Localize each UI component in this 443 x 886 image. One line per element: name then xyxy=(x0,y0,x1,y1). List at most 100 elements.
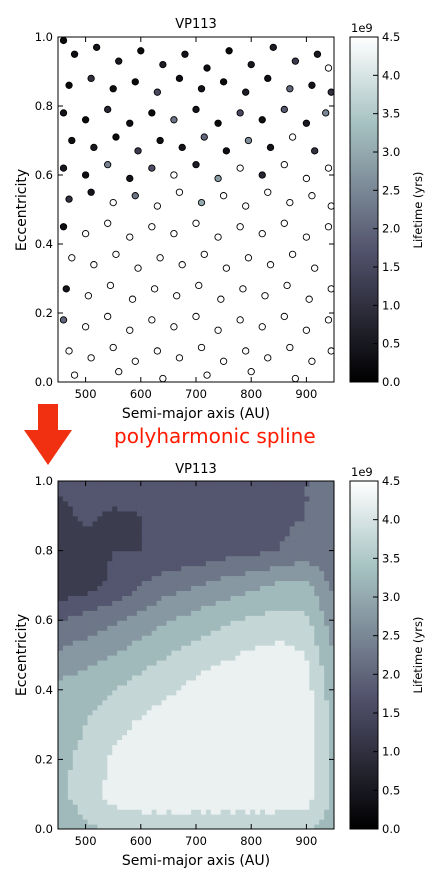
contour-cell xyxy=(269,510,276,517)
contour-cell xyxy=(186,804,192,810)
contour-cell xyxy=(240,779,246,785)
contour-cell xyxy=(156,689,163,696)
contour-cell xyxy=(131,585,138,591)
contour-cell xyxy=(181,550,187,557)
contour-cell xyxy=(314,585,320,591)
contour-cell xyxy=(112,600,118,606)
contour-cell xyxy=(215,555,222,562)
contour-cell xyxy=(235,560,241,567)
contour-cell xyxy=(260,664,266,671)
contour-cell xyxy=(181,640,187,646)
contour-cell xyxy=(176,505,182,512)
contour-cell xyxy=(77,734,84,741)
contour-cell xyxy=(196,819,202,825)
contour-cell xyxy=(299,525,306,532)
contour-cell xyxy=(284,799,291,805)
contour-cell xyxy=(235,580,241,586)
contour-cell xyxy=(289,565,296,572)
contour-cell xyxy=(102,719,108,726)
contour-cell xyxy=(235,704,241,711)
contour-cell xyxy=(215,615,222,621)
contour-cell xyxy=(87,684,94,691)
contour-cell xyxy=(131,659,138,666)
contour-cell xyxy=(58,655,64,661)
contour-cell xyxy=(215,570,222,577)
scatter-point xyxy=(112,250,120,259)
contour-cell xyxy=(274,759,281,765)
contour-cell xyxy=(77,575,84,582)
contour-cell xyxy=(225,540,232,547)
contour-cell xyxy=(260,580,266,586)
scatter-point xyxy=(109,198,117,207)
contour-cell xyxy=(77,749,84,756)
contour-cell xyxy=(161,784,168,790)
scatter-point xyxy=(104,105,112,114)
contour-cell xyxy=(309,704,315,711)
contour-cell xyxy=(309,824,315,829)
contour-cell xyxy=(122,804,128,810)
contour-cell xyxy=(215,704,222,711)
contour-cell xyxy=(112,525,118,532)
contour-cell xyxy=(230,560,237,567)
contour-cell xyxy=(186,655,192,661)
contour-cell xyxy=(225,615,232,621)
contour-cell xyxy=(329,505,334,512)
contour-cell xyxy=(225,590,232,596)
scatter-point xyxy=(126,119,134,127)
contour-cell xyxy=(186,719,192,726)
contour-cell xyxy=(230,550,237,557)
contour-cell xyxy=(329,784,334,790)
contour-cell xyxy=(176,689,182,696)
scatter-point xyxy=(200,250,208,259)
contour-cell xyxy=(122,500,128,507)
contour-cell xyxy=(131,481,138,487)
contour-cell xyxy=(72,545,79,552)
contour-cell xyxy=(112,635,118,641)
contour-cell xyxy=(289,774,296,780)
contour-cell xyxy=(97,734,103,741)
contour-cell xyxy=(255,575,261,582)
contour-cell xyxy=(117,809,123,815)
contour-cell xyxy=(319,764,325,770)
contour-cell xyxy=(284,635,291,641)
contour-cell xyxy=(309,650,315,656)
contour-cell xyxy=(314,615,320,621)
contour-cell xyxy=(245,759,251,765)
contour-cell xyxy=(131,505,138,512)
contour-cell xyxy=(191,590,197,596)
contour-cell xyxy=(176,615,182,621)
contour-cell xyxy=(220,635,227,641)
contour-cell xyxy=(205,689,212,696)
contour-cell xyxy=(97,764,103,770)
contour-cell xyxy=(82,744,89,751)
contour-cell xyxy=(196,769,202,775)
contour-cell xyxy=(112,694,118,701)
contour-cell xyxy=(220,749,227,756)
contour-cell xyxy=(200,515,207,522)
contour-cell xyxy=(215,724,222,731)
scatter-point xyxy=(311,147,319,155)
contour-cell xyxy=(215,774,222,780)
contour-cell xyxy=(191,490,197,497)
contour-cell xyxy=(72,565,79,572)
contour-cell xyxy=(77,754,84,760)
colorbar-tick-label: 2.0 xyxy=(382,667,400,681)
contour-cell xyxy=(67,734,74,741)
contour-cell xyxy=(171,729,177,736)
contour-cell xyxy=(161,615,168,621)
contour-cell xyxy=(136,575,143,582)
contour-cell xyxy=(176,580,182,586)
scatter-point xyxy=(112,133,120,141)
contour-cell xyxy=(309,600,315,606)
contour-cell xyxy=(122,645,128,651)
contour-cell xyxy=(171,779,177,785)
contour-cell xyxy=(319,769,325,775)
contour-cell xyxy=(171,655,177,661)
contour-cell xyxy=(215,714,222,721)
contour-cell xyxy=(151,635,158,641)
contour-cell xyxy=(92,694,99,701)
contour-cell xyxy=(304,620,310,626)
contour-cell xyxy=(274,709,281,716)
contour-cell xyxy=(136,580,143,586)
contour-cell xyxy=(97,520,103,527)
